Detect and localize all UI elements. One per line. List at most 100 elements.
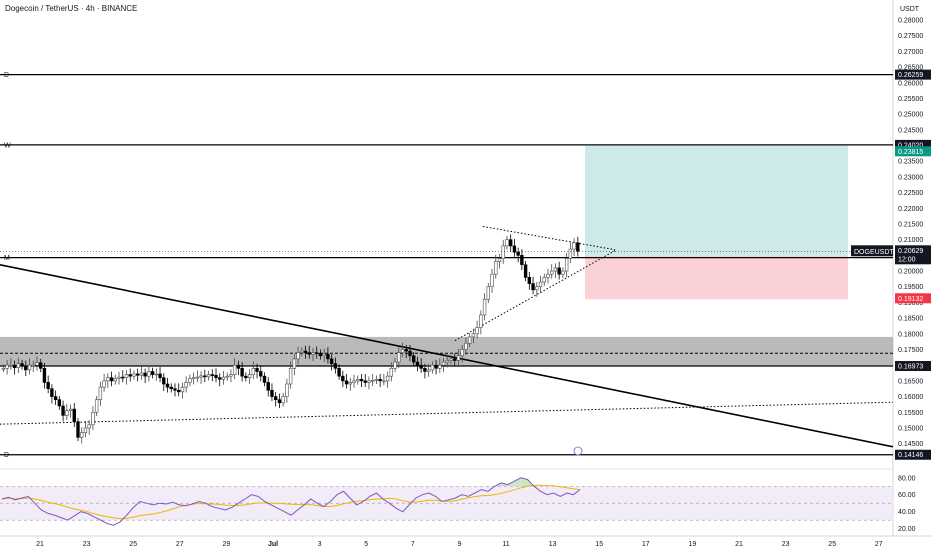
rsi-line[interactable]	[1, 477, 581, 526]
candle-body[interactable]	[542, 277, 546, 283]
candle-body[interactable]	[538, 281, 543, 288]
candle-body[interactable]	[124, 374, 129, 379]
candle-body[interactable]	[296, 352, 300, 360]
candle-body[interactable]	[341, 375, 345, 382]
descending-trendline[interactable]	[0, 263, 894, 448]
candle-body[interactable]	[236, 364, 241, 369]
candle-body[interactable]	[20, 363, 24, 367]
candle-body[interactable]	[218, 377, 222, 380]
candle-body[interactable]	[121, 376, 125, 379]
candle-body[interactable]	[87, 424, 91, 429]
candle-body[interactable]	[158, 373, 162, 379]
candle-body[interactable]	[199, 375, 203, 378]
candle-body[interactable]	[139, 372, 144, 376]
candle-body[interactable]	[397, 352, 401, 363]
candle-body[interactable]	[68, 408, 73, 411]
candle-body[interactable]	[251, 368, 256, 375]
candle-body[interactable]	[102, 380, 106, 388]
candle-body[interactable]	[568, 248, 573, 259]
candle-body[interactable]	[464, 342, 468, 350]
candle-body[interactable]	[244, 375, 248, 379]
candle-body[interactable]	[411, 355, 416, 363]
candle-body[interactable]	[188, 378, 192, 383]
candle-body[interactable]	[143, 372, 147, 377]
candle-body[interactable]	[27, 364, 32, 371]
candle-body[interactable]	[240, 368, 244, 377]
candle-body[interactable]	[561, 270, 565, 275]
candle-body[interactable]	[180, 386, 185, 393]
candle-body[interactable]	[154, 373, 159, 376]
candle-body[interactable]	[135, 373, 140, 376]
candle-body[interactable]	[191, 377, 196, 380]
candle-body[interactable]	[508, 239, 513, 247]
candle-body[interactable]	[337, 368, 341, 377]
candle-body[interactable]	[501, 245, 505, 259]
candle-body[interactable]	[535, 286, 539, 291]
triangle-lower-line[interactable]	[454, 250, 616, 342]
candle-body[interactable]	[255, 368, 259, 372]
candle-body[interactable]	[363, 380, 367, 383]
candle-body[interactable]	[270, 389, 274, 397]
candle-body[interactable]	[91, 411, 95, 426]
candle-body[interactable]	[303, 350, 308, 353]
candle-body[interactable]	[232, 364, 237, 375]
candle-body[interactable]	[370, 379, 375, 382]
candle-body[interactable]	[497, 258, 502, 262]
ascending-support-line[interactable]	[0, 401, 894, 425]
candle-body[interactable]	[5, 364, 9, 369]
candle-body[interactable]	[38, 362, 43, 369]
candle-body[interactable]	[486, 286, 490, 300]
candle-body[interactable]	[479, 314, 483, 328]
candle-body[interactable]	[210, 374, 214, 376]
candle-body[interactable]	[57, 399, 62, 407]
candle-body[interactable]	[203, 375, 207, 378]
candle-body[interactable]	[247, 374, 252, 379]
candle-body[interactable]	[553, 267, 558, 272]
candle-body[interactable]	[266, 382, 270, 391]
candle-body[interactable]	[449, 358, 453, 361]
candle-body[interactable]	[109, 377, 114, 382]
candle-body[interactable]	[162, 377, 166, 385]
candle-body[interactable]	[281, 396, 285, 404]
candle-body[interactable]	[50, 388, 54, 397]
candle-body[interactable]	[389, 368, 394, 377]
candle-body[interactable]	[106, 377, 110, 382]
candle-body[interactable]	[277, 399, 282, 404]
candle-body[interactable]	[564, 258, 569, 272]
candle-body[interactable]	[329, 358, 334, 364]
candle-body[interactable]	[494, 261, 498, 275]
candle-body[interactable]	[434, 364, 438, 369]
candle-body[interactable]	[520, 255, 524, 266]
candle-body[interactable]	[113, 378, 118, 382]
candle-body[interactable]	[576, 242, 580, 252]
candle-body[interactable]	[523, 264, 528, 278]
candle-body[interactable]	[516, 251, 520, 256]
candle-body[interactable]	[225, 375, 229, 378]
candle-body[interactable]	[572, 242, 576, 250]
candle-body[interactable]	[173, 388, 177, 391]
candle-body[interactable]	[378, 379, 382, 382]
candle-body[interactable]	[408, 350, 412, 357]
candle-body[interactable]	[1, 368, 6, 370]
candle-body[interactable]	[61, 405, 65, 416]
candle-body[interactable]	[385, 375, 390, 382]
candle-body[interactable]	[352, 380, 356, 383]
candle-body[interactable]	[318, 352, 323, 357]
candle-body[interactable]	[206, 374, 211, 378]
candle-body[interactable]	[76, 421, 80, 438]
candle-body[interactable]	[453, 358, 457, 361]
candle-body[interactable]	[259, 371, 263, 377]
candle-body[interactable]	[475, 327, 479, 335]
candle-body[interactable]	[441, 361, 446, 366]
candle-body[interactable]	[300, 350, 304, 353]
candle-body[interactable]	[356, 379, 360, 382]
candle-body[interactable]	[419, 364, 423, 369]
candle-body[interactable]	[98, 386, 103, 400]
target-zone[interactable]	[585, 145, 848, 256]
stop-zone[interactable]	[585, 255, 848, 300]
candle-body[interactable]	[322, 353, 326, 357]
candle-body[interactable]	[128, 374, 132, 377]
triangle-upper-line[interactable]	[482, 225, 616, 251]
candle-body[interactable]	[404, 349, 408, 352]
